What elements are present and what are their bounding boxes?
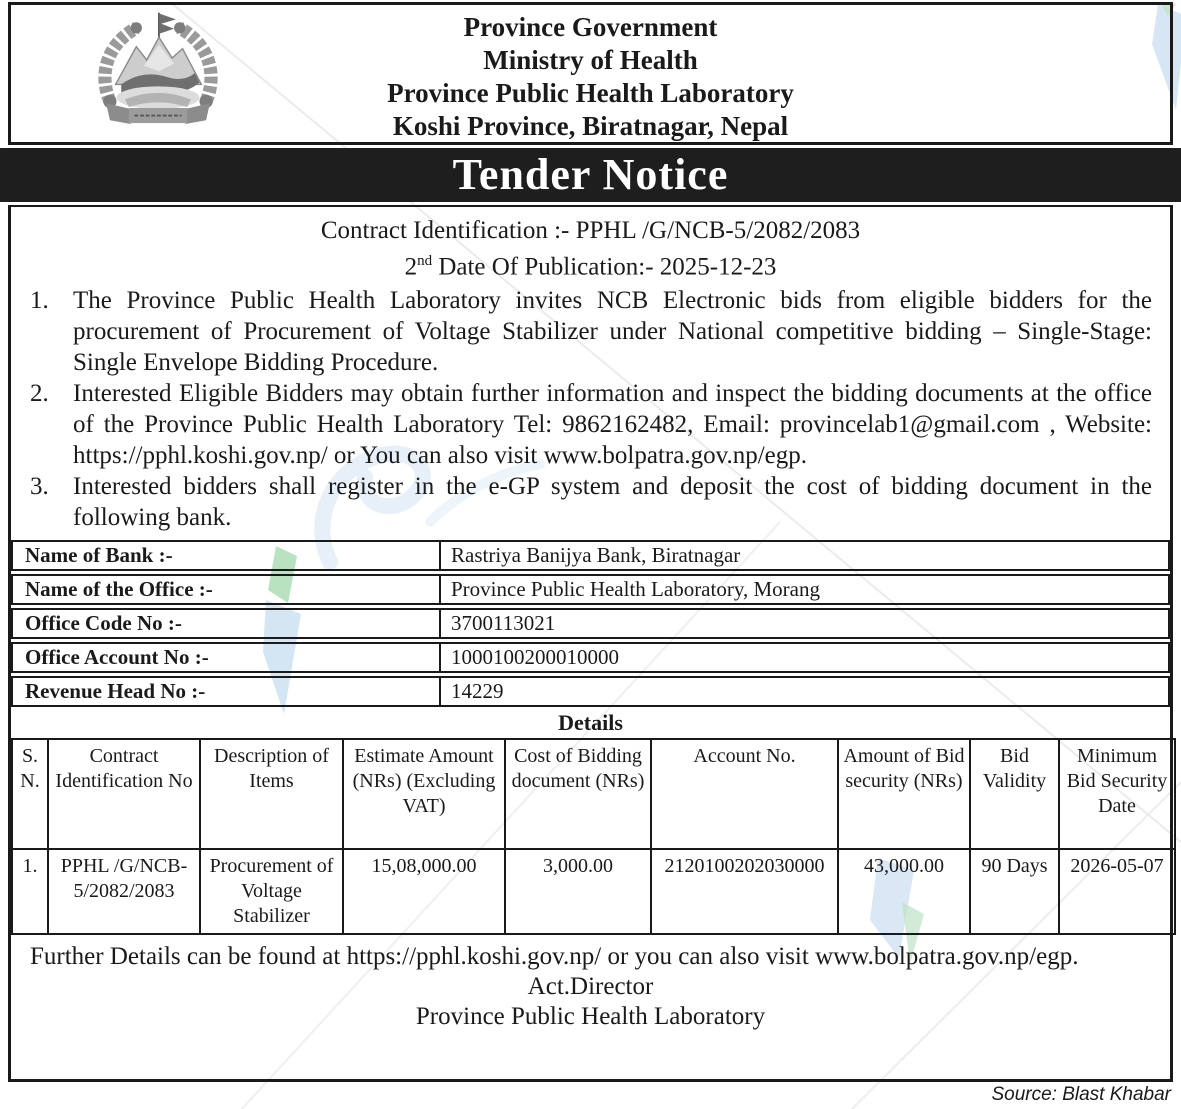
bank-row-label: Name of Bank :- (13, 542, 441, 570)
bank-row-revenue-head: Revenue Head No :- 14229 (11, 676, 1170, 708)
notice-paragraph-3: 3. Interested bidders shall register in … (11, 471, 1170, 533)
tender-notice-banner: Tender Notice (0, 148, 1181, 202)
paragraph-number: 3. (30, 473, 49, 501)
publication-date-line: 2nd Date Of Publication:- 2025-12-23 (11, 246, 1170, 282)
header-min-bid-security-date: Minimum Bid Security Date (1058, 738, 1176, 851)
signatory-organization: Province Public Health Laboratory (415, 1003, 766, 1031)
bank-row-office-account: Office Account No :- 1000100200010000 (11, 642, 1170, 674)
publication-number: 2 (404, 253, 418, 281)
paragraph-text: Interested bidders shall register in the… (73, 473, 1152, 532)
cell-account-no: 2120100202030000 (650, 848, 839, 936)
cell-description: Procurement of Voltage Stabilizer (199, 848, 344, 936)
bank-row-label: Office Code No :- (13, 610, 441, 638)
paragraph-text: Interested Eligible Bidders may obtain f… (73, 380, 1152, 470)
cell-min-bid-security-date: 2026-05-07 (1058, 848, 1176, 936)
paragraph-number: 2. (30, 380, 49, 408)
header-bidding-doc-cost: Cost of Bidding document (NRs) (504, 738, 652, 851)
notice-paragraph-1: 1. The Province Public Health Laboratory… (11, 285, 1170, 378)
publication-ordinal: nd (417, 253, 433, 269)
details-data-row: 1. PPHL /G/NCB-5/2082/2083 Procurement o… (11, 848, 1176, 936)
bank-row-name-of-office: Name of the Office :- Province Public He… (11, 574, 1170, 606)
header-bid-security: Amount of Bid security (NRs) (837, 738, 971, 851)
notice-body: Contract Identification :- PPHL /G/NCB-5… (8, 205, 1176, 1082)
cell-estimate-amount: 15,08,000.00 (342, 848, 506, 936)
header-account-no: Account No. (650, 738, 839, 851)
cell-bid-validity: 90 Days (969, 848, 1060, 936)
paragraph-number: 1. (30, 287, 49, 315)
bank-row-label: Revenue Head No :- (13, 678, 441, 706)
bank-row-value: 1000100200010000 (451, 645, 619, 670)
header-estimate-amount: Estimate Amount (NRs) (Excluding VAT) (342, 738, 506, 851)
cell-sn: 1. (11, 848, 49, 936)
details-section-title: Details (558, 710, 623, 736)
details-table: S. N. Contract Identification No Descrip… (11, 738, 1176, 936)
notice-paragraphs: 1. The Province Public Health Laboratory… (11, 285, 1170, 533)
bank-row-name-of-bank: Name of Bank :- Rastriya Banijya Bank, B… (11, 540, 1170, 572)
bank-info-table: Name of Bank :- Rastriya Banijya Bank, B… (11, 540, 1170, 708)
header-contract-id: Contract Identification No (47, 738, 201, 851)
bank-row-office-code: Office Code No :- 3700113021 (11, 608, 1170, 640)
bank-row-value: Province Public Health Laboratory, Moran… (451, 577, 820, 602)
header-description: Description of Items (199, 738, 344, 851)
notice-paragraph-2: 2. Interested Eligible Bidders may obtai… (11, 378, 1170, 471)
contract-identification-block: Contract Identification :- PPHL /G/NCB-5… (11, 216, 1170, 282)
bank-row-label: Office Account No :- (13, 644, 441, 672)
source-credit: Source: Blast Khabar (991, 1084, 1171, 1105)
nepal-government-emblem-logo (87, 9, 229, 146)
bank-row-value: 14229 (451, 679, 504, 704)
bank-row-value: Rastriya Banijya Bank, Biratnagar (451, 543, 741, 568)
bank-row-label: Name of the Office :- (13, 576, 441, 604)
header-sn: S. N. (11, 738, 49, 851)
details-header-row: S. N. Contract Identification No Descrip… (11, 738, 1176, 851)
bank-row-value: 3700113021 (451, 611, 556, 636)
header-bid-validity: Bid Validity (969, 738, 1060, 851)
letterhead: Province Government Ministry of Health P… (8, 2, 1173, 145)
cell-bidding-doc-cost: 3,000.00 (504, 848, 652, 936)
signatory-title: Act.Director (527, 973, 654, 1001)
further-details-text: Further Details can be found at https://… (30, 943, 1079, 971)
paragraph-text: The Province Public Health Laboratory in… (73, 287, 1152, 377)
contract-identification-line: Contract Identification :- PPHL /G/NCB-5… (320, 217, 861, 244)
cell-bid-security: 43,000.00 (837, 848, 971, 936)
cell-contract-id: PPHL /G/NCB-5/2082/2083 (47, 848, 201, 936)
publication-rest: Date Of Publication:- 2025-12-23 (432, 253, 777, 281)
